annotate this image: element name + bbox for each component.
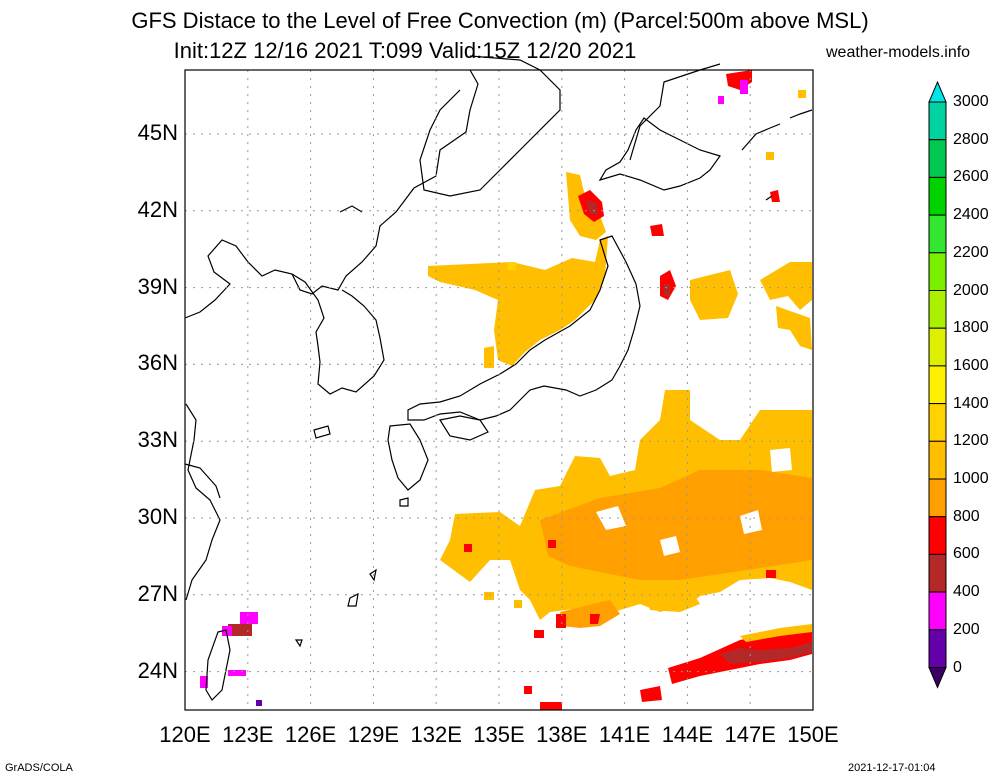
colorbar-label: 2800 — [953, 130, 989, 148]
lat-label: 33N — [137, 427, 178, 453]
colorbar-segment — [928, 629, 947, 668]
colorbar-top-arrow — [928, 80, 947, 103]
colorbar-segment — [928, 139, 947, 178]
footer-timestamp: 2021-12-17-01:04 — [848, 762, 936, 774]
coastlines — [184, 55, 813, 701]
lon-label: 141E — [598, 722, 651, 747]
lon-label: 126E — [284, 722, 337, 747]
lat-label: 24N — [137, 657, 178, 683]
colorbar-label: 1600 — [953, 356, 989, 374]
field-area-japan-sea — [428, 236, 608, 366]
colorbar-segment — [928, 101, 947, 141]
coastline-asia-mainland — [184, 69, 479, 319]
colorbar-segment — [928, 478, 947, 518]
chart-title: GFS Distace to the Level of Free Convect… — [131, 8, 869, 33]
lon-label: 135E — [473, 722, 525, 747]
lon-label: 150E — [787, 722, 839, 747]
colorbar-label: 2000 — [953, 281, 989, 299]
lat-label: 39N — [137, 273, 178, 299]
lon-label: 138E — [536, 722, 588, 747]
colorbar-label: 800 — [953, 507, 980, 525]
lfc-field — [200, 70, 812, 710]
colorbar-segment — [928, 403, 947, 442]
colorbar-segment — [928, 365, 947, 405]
colorbar-segment — [928, 176, 947, 216]
colorbar-label: 2600 — [953, 168, 989, 186]
coastline-shikoku — [439, 415, 489, 441]
lon-label: 147E — [724, 722, 776, 747]
colorbar-segment — [928, 252, 947, 292]
colorbar-segment — [928, 214, 947, 254]
lat-label: 42N — [137, 196, 178, 222]
colorbar-label: 1000 — [953, 470, 989, 487]
colorbar-segment — [928, 553, 947, 593]
coastline-hokkaido — [598, 117, 721, 191]
lat-label: 30N — [137, 504, 178, 529]
lon-label: 120E — [159, 722, 211, 747]
colorbar-label: 200 — [953, 620, 980, 638]
colorbar-label: 1200 — [953, 432, 989, 450]
lon-label: 132E — [410, 722, 462, 747]
chart-subtitle: Init:12Z 12/16 2021 T:099 Valid:15Z 12/2… — [173, 38, 637, 63]
map-frame — [184, 69, 814, 711]
footer-software: GrADS/COLA — [5, 762, 73, 774]
colorbar-segment — [928, 591, 947, 631]
coastline-kyushu — [387, 423, 429, 491]
lon-label: 144E — [661, 722, 714, 747]
coastline-taiwan — [205, 629, 231, 701]
colorbar-label: 1800 — [953, 319, 989, 337]
colorbar-label: 2200 — [953, 243, 989, 261]
colorbar-label: 600 — [953, 545, 980, 563]
colorbar-segment — [928, 516, 947, 555]
lon-label: 123E — [222, 722, 274, 747]
colorbar-segment — [928, 290, 947, 329]
lat-label: 36N — [137, 350, 178, 376]
lon-label: 129E — [347, 722, 400, 747]
colorbar-label: 3000 — [953, 93, 989, 110]
colorbar-label: 2400 — [953, 206, 989, 224]
site-credit: weather-models.info — [826, 44, 971, 61]
colorbar-label: 0 — [953, 658, 962, 676]
colorbar-label: 400 — [953, 583, 980, 601]
colorbar-label: 1400 — [953, 394, 989, 412]
lat-lon-grid — [185, 70, 813, 710]
lat-label: 45N — [137, 120, 178, 145]
lat-label: 27N — [137, 580, 178, 606]
colorbar-segment — [928, 327, 947, 367]
coastline-honshu — [407, 235, 641, 421]
colorbar-segment — [928, 440, 947, 480]
colorbar-bottom-arrow — [928, 667, 947, 689]
colorbar — [928, 80, 947, 689]
